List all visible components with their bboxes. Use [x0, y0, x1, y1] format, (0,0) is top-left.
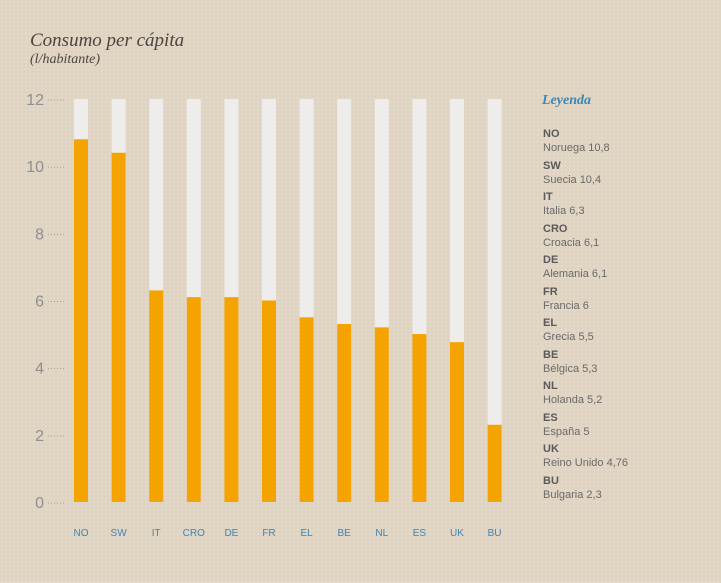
- bar: [412, 334, 427, 502]
- x-tick-label: BU: [488, 528, 502, 539]
- legend-title: Leyenda: [542, 93, 591, 108]
- bar: [337, 324, 352, 502]
- legend-code: IT: [543, 191, 553, 203]
- legend-label: Francia 6: [543, 299, 589, 312]
- y-tick-label: 8: [35, 226, 44, 243]
- x-tick-label: NL: [375, 528, 388, 539]
- legend-label: Bulgaria 2,3: [543, 488, 602, 501]
- legend-item: CRO Croacia 6,1: [543, 222, 628, 254]
- legend-code: DE: [543, 254, 559, 266]
- legend-code: SW: [543, 159, 561, 172]
- bar: [186, 297, 201, 502]
- x-tick-label: NO: [74, 528, 89, 539]
- x-tick-label: BE: [338, 528, 352, 539]
- bar: [299, 317, 314, 502]
- legend-code: BU: [543, 474, 559, 487]
- legend-code: NO: [543, 128, 560, 140]
- legend-item: EL Grecia 5,5: [543, 316, 628, 348]
- bar: [224, 297, 239, 502]
- bar: [262, 300, 276, 502]
- x-tick-label: CRO: [183, 528, 205, 539]
- x-tick-label: ES: [413, 528, 427, 539]
- legend-label: Reino Unido 4,76: [543, 457, 629, 469]
- legend-label: Holanda 5,2: [543, 394, 603, 406]
- legend-label: Italia 6,3: [543, 205, 585, 217]
- bar: [374, 327, 389, 502]
- legend-code: UK: [543, 443, 559, 455]
- bar: [149, 290, 164, 502]
- bar-track: [487, 99, 502, 502]
- legend-item: UK Reino Unido 4,76: [543, 442, 628, 474]
- legend-item: NL Holanda 5,2: [543, 379, 628, 411]
- legend-label: Noruega 10,8: [543, 142, 610, 154]
- y-tick-label: 2: [35, 428, 44, 445]
- bar: [450, 342, 464, 502]
- chart-subtitle: (l/habitante): [30, 52, 100, 67]
- legend-code: BE: [543, 348, 559, 361]
- legend-code: CRO: [543, 222, 568, 235]
- bar: [74, 139, 88, 503]
- bar: [111, 152, 126, 502]
- bar: [487, 424, 502, 502]
- x-tick-label: UK: [450, 528, 464, 539]
- legend-label: Suecia 10,4: [543, 173, 602, 186]
- legend-label: Bélgica 5,3: [543, 362, 598, 375]
- legend-item: DE Alemania 6,1: [543, 253, 628, 285]
- legend-code: NL: [543, 380, 558, 392]
- x-tick-label: DE: [224, 528, 238, 539]
- y-tick-label: 4: [35, 361, 44, 378]
- legend-label: Croacia 6,1: [543, 236, 600, 249]
- legend: NO Noruega 10,8 SW Suecia 10,4 IT Italia 6,3 C…: [543, 127, 628, 505]
- y-tick-label: 6: [35, 294, 44, 311]
- legend-item: SW Suecia 10,4: [543, 159, 628, 191]
- x-tick-label: EL: [300, 528, 313, 539]
- legend-item: BU Bulgaria 2,3: [543, 474, 628, 506]
- chart-title: Consumo per cápita: [30, 30, 185, 51]
- x-tick-label: IT: [152, 528, 161, 539]
- legend-item: NO Noruega 10,8: [543, 127, 628, 159]
- legend-code: FR: [543, 285, 558, 298]
- y-tick-label: 12: [26, 92, 44, 109]
- legend-code: ES: [543, 411, 558, 424]
- legend-item: ES España 5: [543, 411, 628, 443]
- legend-label: Grecia 5,5: [543, 331, 594, 343]
- legend-item: BE Bélgica 5,3: [543, 348, 628, 380]
- y-tick-label: 10: [26, 159, 44, 176]
- legend-item: FR Francia 6: [543, 285, 628, 317]
- x-tick-label: FR: [262, 528, 275, 539]
- x-tick-label: SW: [111, 528, 128, 539]
- y-tick-label: 0: [35, 495, 44, 512]
- legend-item: IT Italia 6,3: [543, 190, 628, 222]
- legend-label: España 5: [543, 425, 590, 438]
- legend-code: EL: [543, 317, 558, 329]
- legend-label: Alemania 6,1: [543, 268, 608, 280]
